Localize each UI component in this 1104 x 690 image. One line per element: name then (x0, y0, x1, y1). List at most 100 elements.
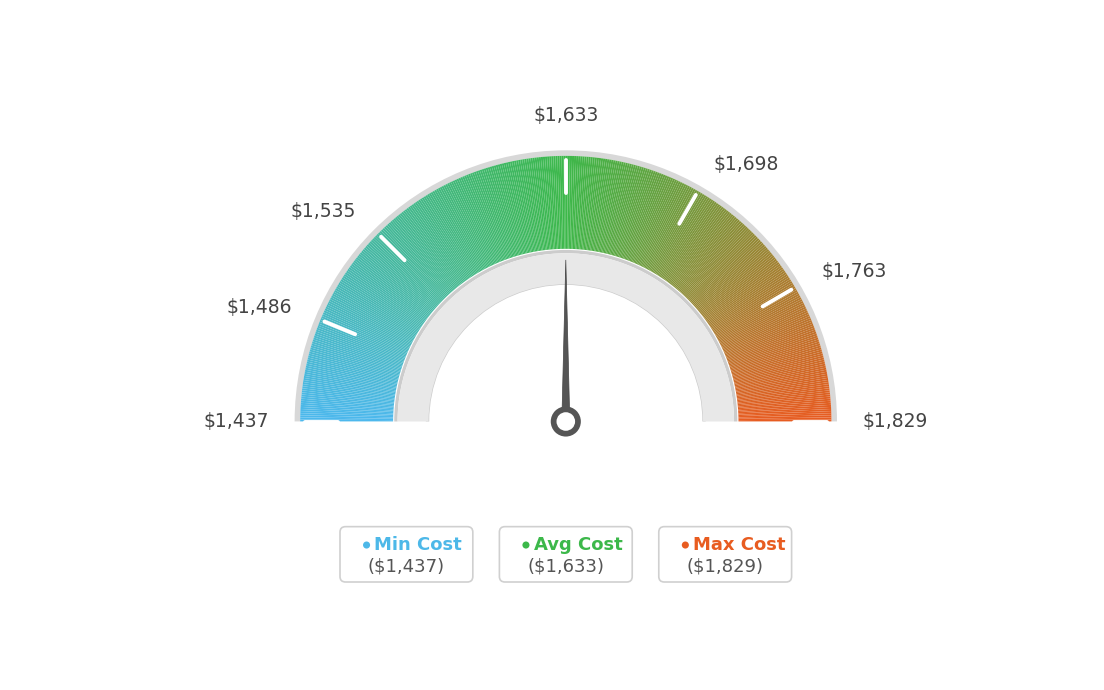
Wedge shape (699, 252, 772, 313)
Wedge shape (689, 235, 756, 302)
Text: $1,535: $1,535 (290, 202, 357, 221)
Wedge shape (301, 397, 394, 406)
Wedge shape (325, 308, 410, 349)
Text: Min Cost: Min Cost (374, 536, 463, 554)
Wedge shape (422, 197, 474, 277)
Wedge shape (316, 330, 404, 363)
Wedge shape (660, 199, 713, 278)
Wedge shape (370, 241, 439, 305)
Wedge shape (543, 157, 552, 250)
Wedge shape (300, 409, 393, 415)
Wedge shape (460, 177, 499, 263)
Wedge shape (629, 175, 666, 262)
Wedge shape (427, 194, 477, 275)
Wedge shape (713, 283, 794, 333)
Wedge shape (661, 201, 715, 279)
Wedge shape (576, 157, 584, 249)
Wedge shape (468, 174, 503, 261)
Wedge shape (631, 176, 669, 262)
Wedge shape (480, 170, 511, 258)
Wedge shape (548, 157, 555, 249)
Wedge shape (595, 160, 614, 252)
Wedge shape (349, 267, 425, 322)
Wedge shape (358, 255, 431, 315)
Wedge shape (692, 241, 762, 305)
Wedge shape (488, 167, 517, 257)
Wedge shape (720, 301, 804, 344)
Wedge shape (395, 217, 456, 289)
Wedge shape (666, 206, 722, 282)
Wedge shape (397, 253, 734, 422)
Wedge shape (733, 357, 824, 381)
Wedge shape (322, 314, 407, 353)
Wedge shape (736, 382, 829, 397)
Wedge shape (327, 303, 412, 346)
Wedge shape (730, 337, 818, 368)
Wedge shape (739, 417, 831, 420)
Wedge shape (735, 368, 827, 388)
Wedge shape (670, 210, 729, 285)
Wedge shape (317, 326, 405, 360)
Wedge shape (736, 384, 829, 399)
Wedge shape (388, 224, 450, 294)
Wedge shape (677, 218, 739, 290)
Wedge shape (701, 257, 776, 315)
Wedge shape (567, 156, 570, 249)
Wedge shape (703, 260, 778, 318)
Wedge shape (393, 218, 455, 290)
Text: $1,486: $1,486 (226, 299, 291, 317)
Wedge shape (447, 183, 490, 267)
Wedge shape (605, 163, 628, 254)
Wedge shape (601, 161, 622, 253)
Wedge shape (618, 168, 648, 257)
Wedge shape (329, 299, 413, 343)
Wedge shape (649, 188, 696, 271)
Circle shape (682, 542, 689, 549)
Wedge shape (713, 284, 795, 333)
Wedge shape (733, 355, 824, 380)
Wedge shape (392, 219, 454, 291)
Wedge shape (730, 339, 819, 369)
Wedge shape (739, 403, 831, 411)
Wedge shape (425, 195, 476, 275)
Wedge shape (413, 203, 468, 280)
Wedge shape (490, 166, 518, 256)
Wedge shape (594, 159, 612, 251)
Wedge shape (645, 185, 688, 268)
Wedge shape (304, 376, 395, 393)
Wedge shape (323, 310, 408, 351)
Text: Max Cost: Max Cost (693, 536, 786, 554)
Wedge shape (302, 388, 394, 401)
Wedge shape (739, 411, 831, 416)
Wedge shape (591, 159, 605, 250)
Wedge shape (506, 162, 528, 253)
Wedge shape (691, 238, 760, 304)
Text: $1,698: $1,698 (713, 155, 778, 174)
Wedge shape (701, 255, 774, 315)
Wedge shape (735, 374, 828, 392)
Wedge shape (474, 172, 508, 259)
Wedge shape (405, 209, 463, 284)
Wedge shape (628, 174, 664, 261)
Wedge shape (438, 188, 484, 270)
Wedge shape (486, 168, 516, 257)
Wedge shape (662, 201, 716, 279)
Wedge shape (721, 306, 806, 348)
Wedge shape (739, 409, 831, 415)
Wedge shape (702, 259, 777, 317)
Wedge shape (607, 164, 631, 254)
Wedge shape (698, 250, 771, 311)
Wedge shape (736, 378, 828, 395)
Wedge shape (378, 233, 445, 299)
Wedge shape (300, 405, 393, 412)
Wedge shape (737, 386, 829, 400)
Wedge shape (690, 237, 758, 302)
Wedge shape (368, 243, 438, 306)
Wedge shape (697, 249, 769, 310)
Wedge shape (722, 308, 807, 349)
Wedge shape (335, 288, 416, 336)
Wedge shape (453, 180, 493, 265)
Wedge shape (602, 161, 624, 253)
Wedge shape (389, 222, 452, 293)
Wedge shape (549, 156, 556, 249)
